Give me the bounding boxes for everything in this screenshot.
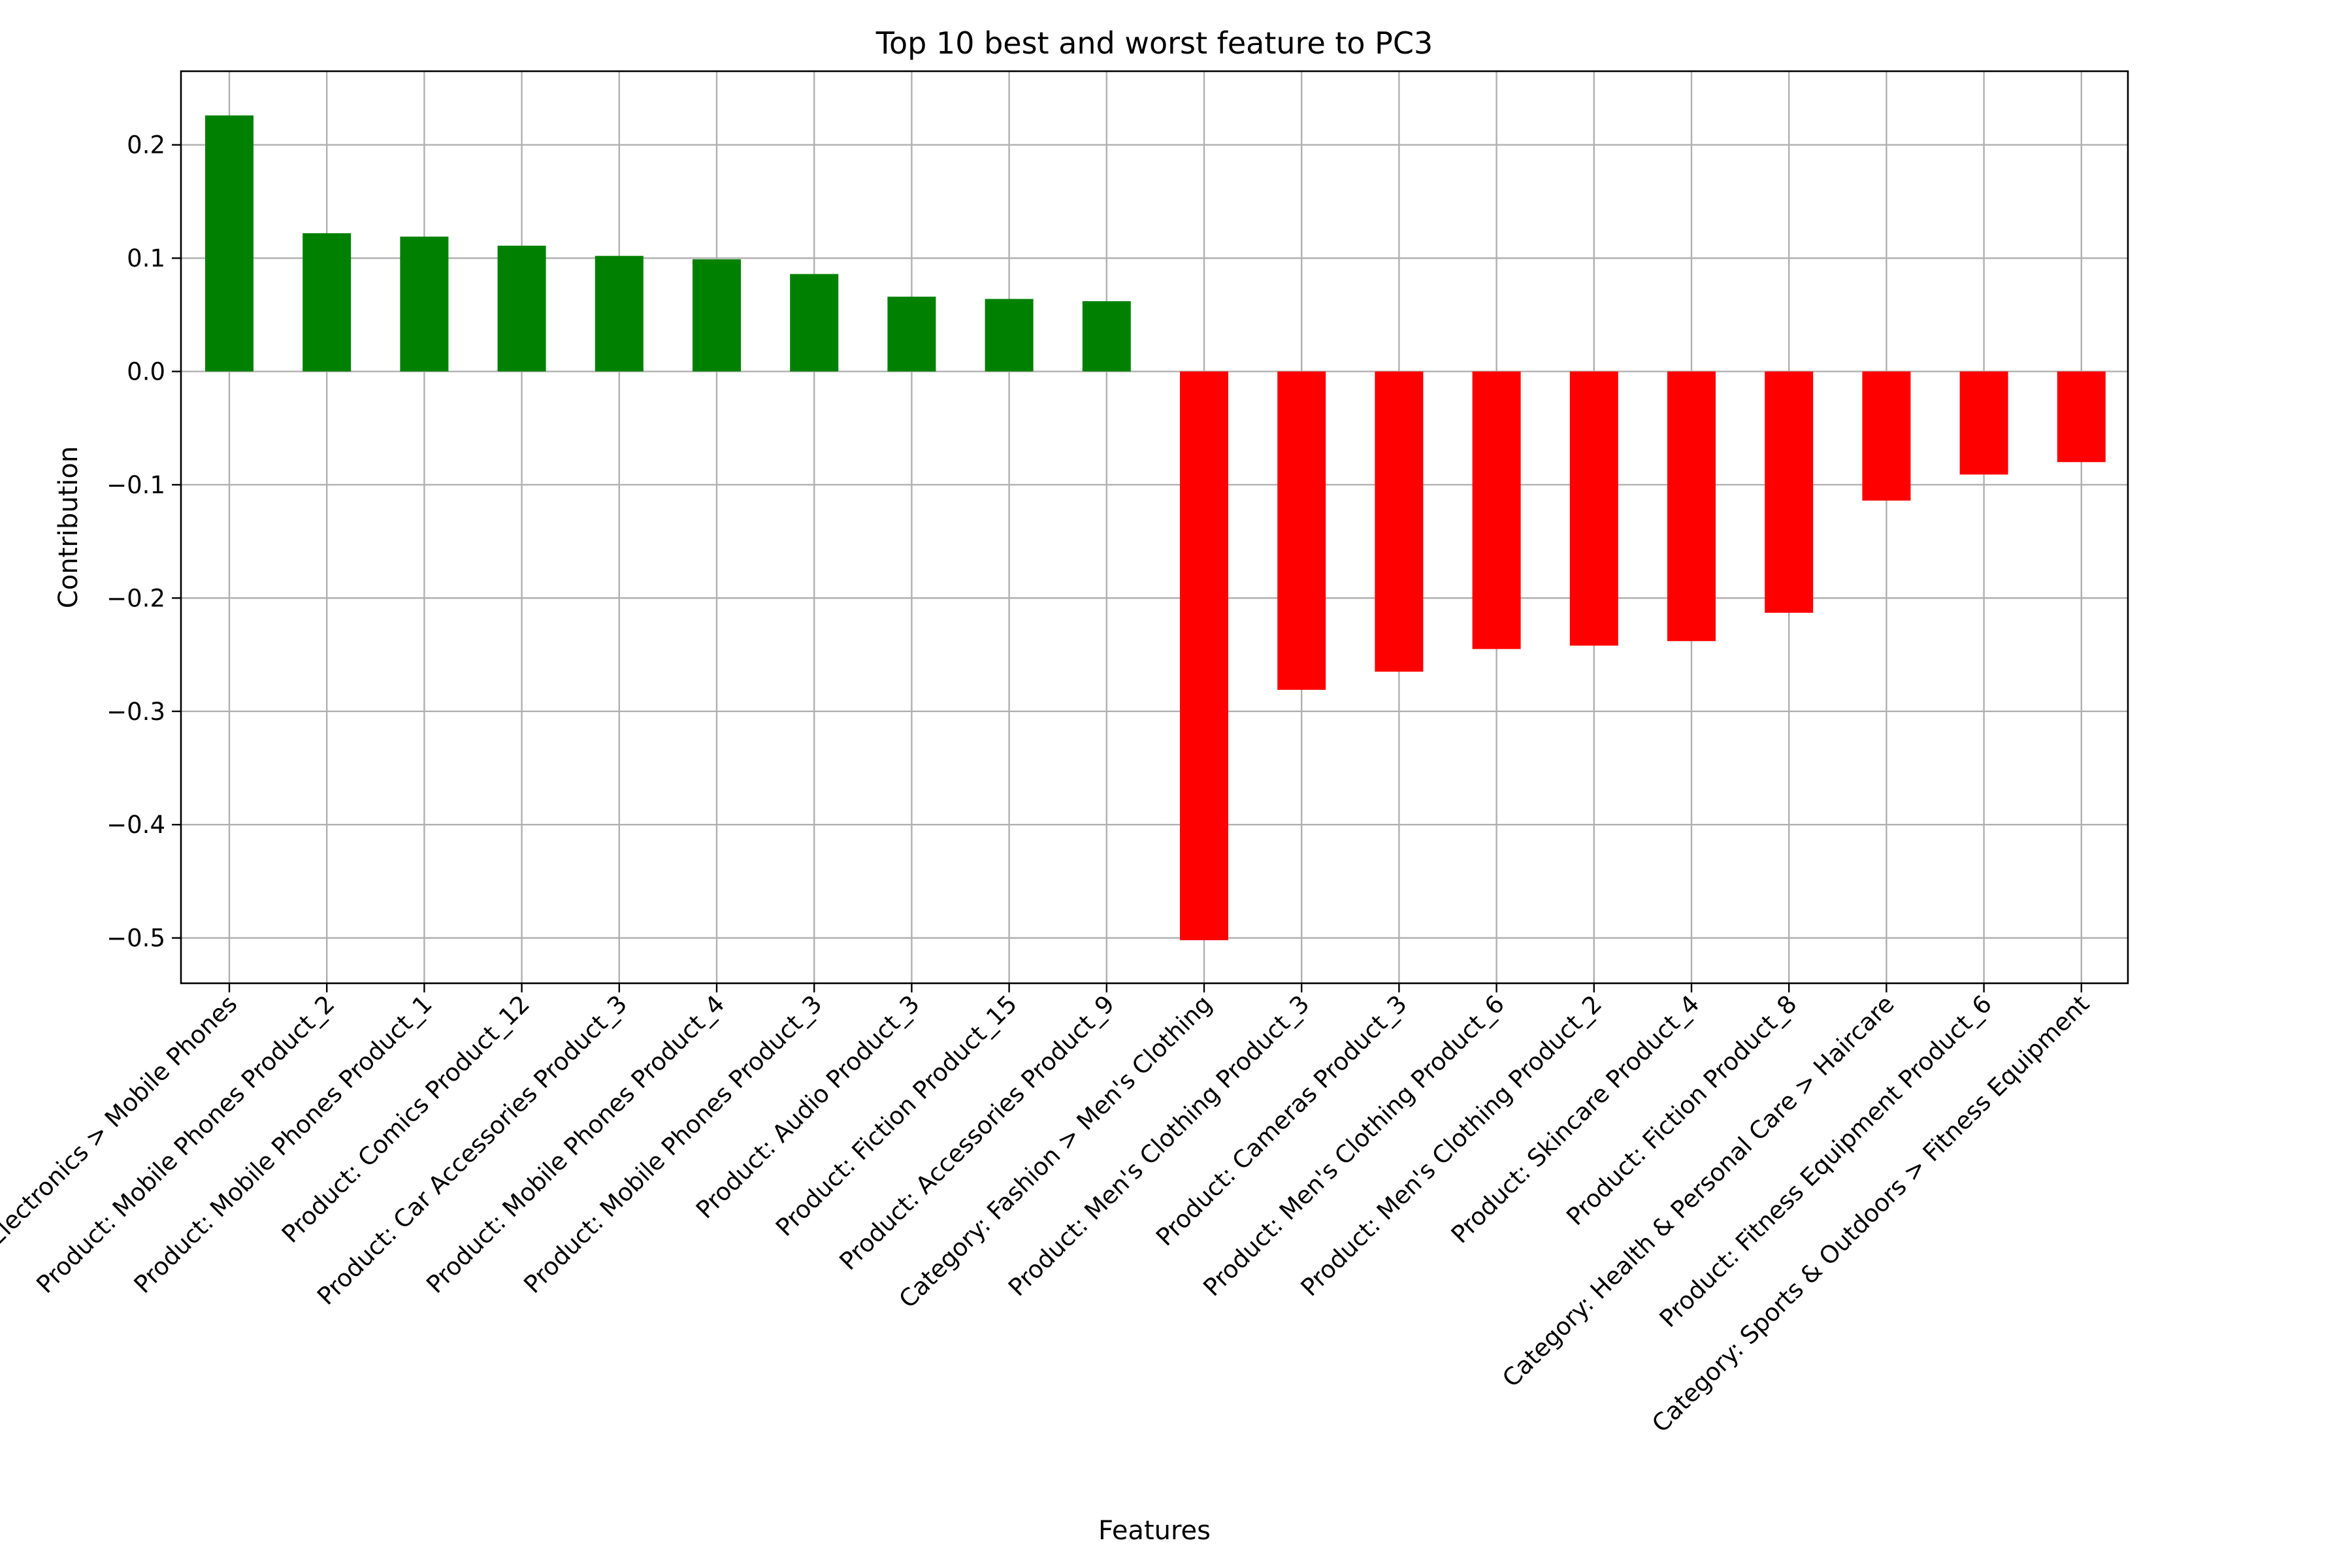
bar [790,274,839,372]
plot-frame [180,70,2129,985]
x-tick-label: Category: Electronics > Mobile Phones [0,990,242,1339]
bar [2057,371,2106,463]
y-tick-label: 0.1 [127,244,165,272]
bar [497,246,546,372]
bar [1667,371,1716,642]
x-tick-label: Category: Sports & Outdoors > Fitness Eq… [1646,990,2095,1438]
y-tick-label: −0.4 [106,811,165,839]
bar [400,237,449,372]
bar [985,299,1034,372]
bar [1180,371,1228,941]
bar [1862,371,1911,501]
bar [1569,371,1618,646]
grid [181,71,2128,983]
bar [1277,371,1326,690]
bar [693,259,741,372]
bar [887,297,936,372]
bar [1472,371,1521,649]
y-tick-label: 0.0 [127,358,165,386]
chart-title: Top 10 best and worst feature to PC3 [875,25,1433,61]
bar [1959,371,2008,475]
bar [1375,371,1424,672]
y-tick-label: −0.3 [106,698,165,726]
bar [1765,371,1814,613]
bar [595,255,644,372]
y-axis-ticks: 0.2 0.1 0.0 −0.1 −0.2 −0.3 −0.4 −0.5 [106,131,181,953]
bar [302,233,351,372]
y-tick-label: −0.5 [106,924,165,953]
x-axis-ticks: Category: Electronics > Mobile Phones Pro… [0,983,2095,1438]
bar [1082,301,1131,372]
y-tick-label: −0.2 [106,584,165,612]
y-tick-label: −0.1 [106,471,165,499]
x-axis-title: Features [1098,1516,1211,1546]
y-tick-label: 0.2 [127,131,165,159]
y-axis-title: Contribution [54,446,84,608]
bars [205,115,2106,941]
x-tick-label: Product: Fitness Equipment Product_6 [1654,990,1997,1333]
bar [205,115,253,372]
